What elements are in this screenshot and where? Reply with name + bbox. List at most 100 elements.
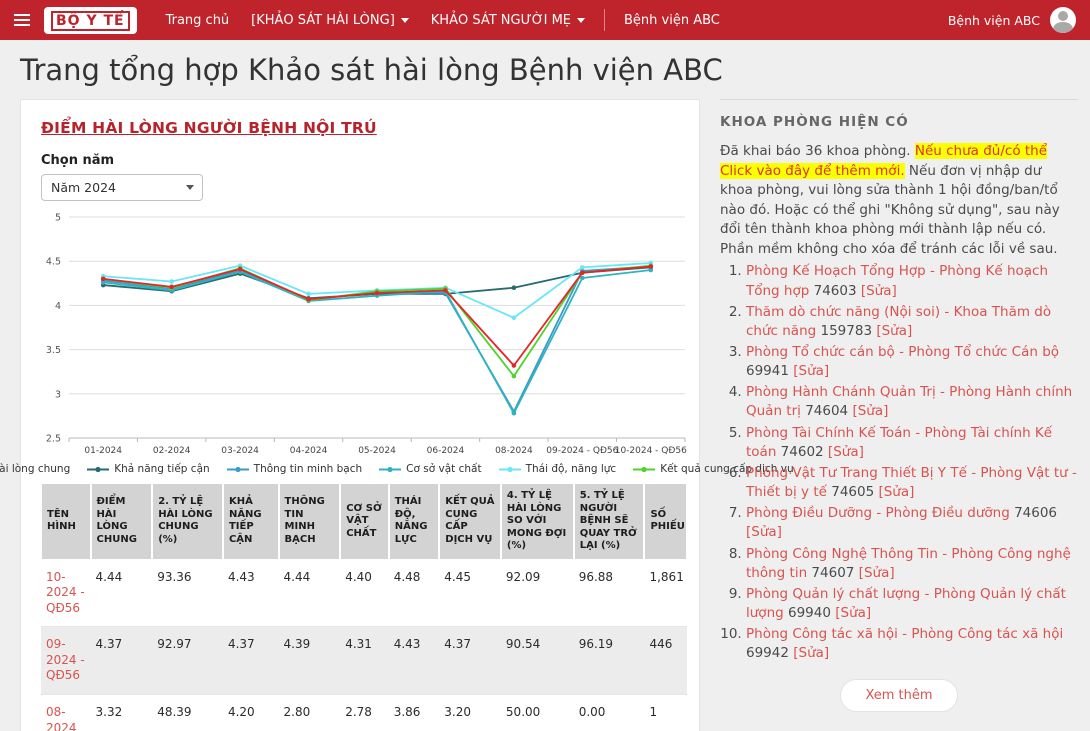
show-more-button[interactable]: Xem thêm xyxy=(840,678,958,712)
nav-item-3[interactable]: Bệnh viện ABC xyxy=(613,0,731,40)
legend-item[interactable]: Kết quả cung cấp dịch vụ xyxy=(633,463,794,475)
nav-item-1[interactable]: [KHẢO SÁT HÀI LÒNG] xyxy=(240,0,420,40)
department-edit-link[interactable]: [Sửa] xyxy=(876,322,913,339)
department-link[interactable]: Phòng Công tác xã hội - Phòng Công tác x… xyxy=(746,626,1064,643)
department-edit-link[interactable]: [Sửa] xyxy=(793,645,830,662)
legend-label: Cơ sở vật chất xyxy=(406,463,482,475)
ministry-logo[interactable]: BỘ Y TẾ xyxy=(44,6,137,34)
legend-item[interactable]: Khả năng tiếp cận xyxy=(87,463,210,475)
department-link[interactable]: Thăm dò chức năng (Nội soi) - Khoa Thăm … xyxy=(746,303,1052,339)
score-table-body: 10-2024 - QĐ56 4.44 93.36 4.43 4.44 4.40 4.48 4… xyxy=(41,560,687,731)
value-cell: 93.36 xyxy=(152,560,223,628)
department-link[interactable]: Phòng Tài Chính Kế Toán - Phòng Tài chín… xyxy=(746,424,1053,460)
value-cell: 92.09 xyxy=(500,560,574,628)
inpatient-score-title-link[interactable]: ĐIỂM HÀI LÒNG NGƯỜI BỆNH NỘI TRÚ xyxy=(41,119,377,137)
svg-text:04-2024: 04-2024 xyxy=(290,446,328,456)
chart-legend: Điểm hài lòng chung Khả năng tiếp cận Thôn… xyxy=(0,463,794,475)
menu-icon[interactable] xyxy=(14,14,30,26)
value-cell: 4.48 xyxy=(388,560,440,628)
inpatient-score-card: ĐIỂM HÀI LÒNG NGƯỜI BỆNH NỘI TRÚ Chọn nă… xyxy=(0,99,794,731)
ministry-logo-text: BỘ Y TẾ xyxy=(51,10,130,31)
department-link[interactable]: Phòng Công Nghệ Thông Tin - Phòng Công n… xyxy=(746,545,1071,581)
nav-divider xyxy=(604,9,606,31)
svg-text:2.5: 2.5 xyxy=(46,434,61,445)
department-edit-link[interactable]: [Sửa] xyxy=(852,403,889,420)
value-cell: 48.39 xyxy=(152,695,223,731)
value-cell: 4.45 xyxy=(439,560,501,628)
nav-item-0[interactable]: Trang chủ xyxy=(155,0,241,40)
nav-item-label: Trang chủ xyxy=(165,12,230,28)
period-cell: 10-2024 - QĐ56 xyxy=(41,560,91,628)
column-header: 4. TỶ LỆ HÀI LÒNG SO VỚI MONG ĐỢI (%) xyxy=(500,483,574,560)
department-code: 69940 xyxy=(783,605,836,622)
value-cell: 4.39 xyxy=(278,627,341,696)
nav-item-label: [KHẢO SÁT HÀI LÒNG] xyxy=(251,12,395,28)
nav-item-2[interactable]: KHẢO SÁT NGƯỜI MẸ xyxy=(420,0,596,40)
user-avatar[interactable] xyxy=(1050,7,1076,33)
department-link[interactable]: Phòng Kế Hoạch Tổng Hợp - Phòng Kế hoạch… xyxy=(746,263,1049,299)
department-code: 74607 xyxy=(807,564,859,581)
department-item: Phòng Hành Chánh Quản Trị - Phòng Hành c… xyxy=(746,382,1078,422)
department-link[interactable]: Phòng Tổ chức cán bộ - Phòng Tổ chức Cán… xyxy=(746,344,1060,360)
department-edit-link[interactable]: [Sửa] xyxy=(860,282,897,299)
table-row: 10-2024 - QĐ56 4.44 93.36 4.43 4.44 4.40 4.48 4… xyxy=(41,560,687,628)
department-edit-link[interactable]: [Sửa] xyxy=(827,443,864,460)
svg-text:10-2024 - QĐ56: 10-2024 - QĐ56 xyxy=(615,446,687,456)
department-link[interactable]: Phòng Quản lý chất lượng - Phòng Quản lý… xyxy=(746,585,1066,622)
nav-item-label: KHẢO SÁT NGƯỜI MẸ xyxy=(430,12,572,28)
nav-item-label: Bệnh viện ABC xyxy=(624,12,720,28)
legend-item[interactable]: Thông tin minh bạch xyxy=(226,463,363,475)
main-content: ĐIỂM HÀI LÒNG NGƯỜI BỆNH NỘI TRÚ Chọn nă… xyxy=(0,99,1090,731)
departments-intro-prefix: Đã khai báo 36 khoa phòng. xyxy=(720,143,915,159)
value-cell: 2.78 xyxy=(340,695,389,731)
svg-text:08-2024: 08-2024 xyxy=(495,446,533,456)
svg-text:3.5: 3.5 xyxy=(46,345,61,356)
legend-item[interactable]: Điểm hài lòng chung xyxy=(0,463,70,475)
departments-intro: Đã khai báo 36 khoa phòng. Nếu chưa đủ/c… xyxy=(720,142,1078,259)
legend-item[interactable]: Thái độ, năng lực xyxy=(498,463,616,475)
navbar-user-name[interactable]: Bệnh viện ABC xyxy=(947,12,1040,28)
department-code: 74603 xyxy=(809,282,861,299)
department-item: Phòng Công Nghệ Thông Tin - Phòng Công n… xyxy=(746,544,1078,584)
period-link[interactable]: 08-2024 xyxy=(46,705,77,731)
column-header: 2. TỶ LỆ HÀI LÒNG CHUNG (%) xyxy=(152,483,223,560)
value-cell: 4.37 xyxy=(222,627,279,696)
column-header: 5. TỶ LỆ NGƯỜI BỆNH SẼ QUAY TRỞ LẠI (%) xyxy=(573,483,645,560)
period-cell: 08-2024 xyxy=(41,695,91,731)
department-link[interactable]: Phòng Vật Tư Trang Thiết Bị Y Tế - Phòng… xyxy=(746,464,1077,501)
period-cell: 09-2024 - QĐ56 xyxy=(41,627,91,696)
department-code: 159783 xyxy=(816,322,877,339)
value-cell: 4.43 xyxy=(222,560,279,628)
period-link[interactable]: 10-2024 - QĐ56 xyxy=(46,569,85,615)
departments-intro-suffix: Nếu đơn vị nhập dư khoa phòng, vui lòng … xyxy=(720,162,1060,257)
navbar-user-area: Bệnh viện ABC xyxy=(948,7,1076,33)
column-header: KHẢ NĂNG TIẾP CẬN xyxy=(222,483,279,560)
department-edit-link[interactable]: [Sửa] xyxy=(835,605,872,622)
period-link[interactable]: 09-2024 - QĐ56 xyxy=(46,637,85,683)
legend-marker-icon xyxy=(379,466,402,472)
department-edit-link[interactable]: [Sửa] xyxy=(746,524,782,541)
legend-label: Thông tin minh bạch xyxy=(253,463,363,475)
year-select[interactable]: Năm 2024 xyxy=(41,174,203,201)
top-navbar: BỘ Y TẾ Trang chủ [KHẢO SÁT HÀI LÒNG] KHẢO… xyxy=(0,0,1090,40)
value-cell: 3.86 xyxy=(389,695,440,731)
department-edit-link[interactable]: [Sửa] xyxy=(878,484,915,501)
department-edit-link[interactable]: [Sửa] xyxy=(858,564,895,581)
department-code: 69942 xyxy=(746,645,794,662)
department-item: Phòng Kế Hoạch Tổng Hợp - Phòng Kế hoạch… xyxy=(746,261,1078,301)
department-link[interactable]: Phòng Hành Chánh Quản Trị - Phòng Hành c… xyxy=(746,384,1073,420)
value-cell: 4.40 xyxy=(340,560,389,628)
svg-text:4: 4 xyxy=(55,301,61,312)
department-edit-link[interactable]: [Sửa] xyxy=(793,363,830,380)
legend-item[interactable]: Cơ sở vật chất xyxy=(379,463,482,475)
table-row: 09-2024 - QĐ56 4.37 92.97 4.37 4.39 4.31 4.43 4… xyxy=(41,627,687,696)
svg-text:09-2024 - QĐ56: 09-2024 - QĐ56 xyxy=(546,446,618,456)
departments-title: KHOA PHÒNG HIỆN CÓ xyxy=(720,114,909,130)
score-table-header-row: TÊN HÌNH ĐIỂM HÀI LÒNG CHUNG 2. TỶ LỆ HÀI … xyxy=(41,483,687,560)
value-cell: 4.20 xyxy=(223,695,279,731)
value-cell: 96.88 xyxy=(573,560,645,628)
department-link[interactable]: Phòng Điều Dưỡng - Phòng Điều dưỡng xyxy=(746,505,1010,522)
value-cell: 92.97 xyxy=(152,627,223,696)
table-row: 08-2024 3.32 48.39 4.20 2.80 2.78 3.86 3.20 50.0… xyxy=(41,695,687,731)
svg-text:5: 5 xyxy=(55,213,61,224)
